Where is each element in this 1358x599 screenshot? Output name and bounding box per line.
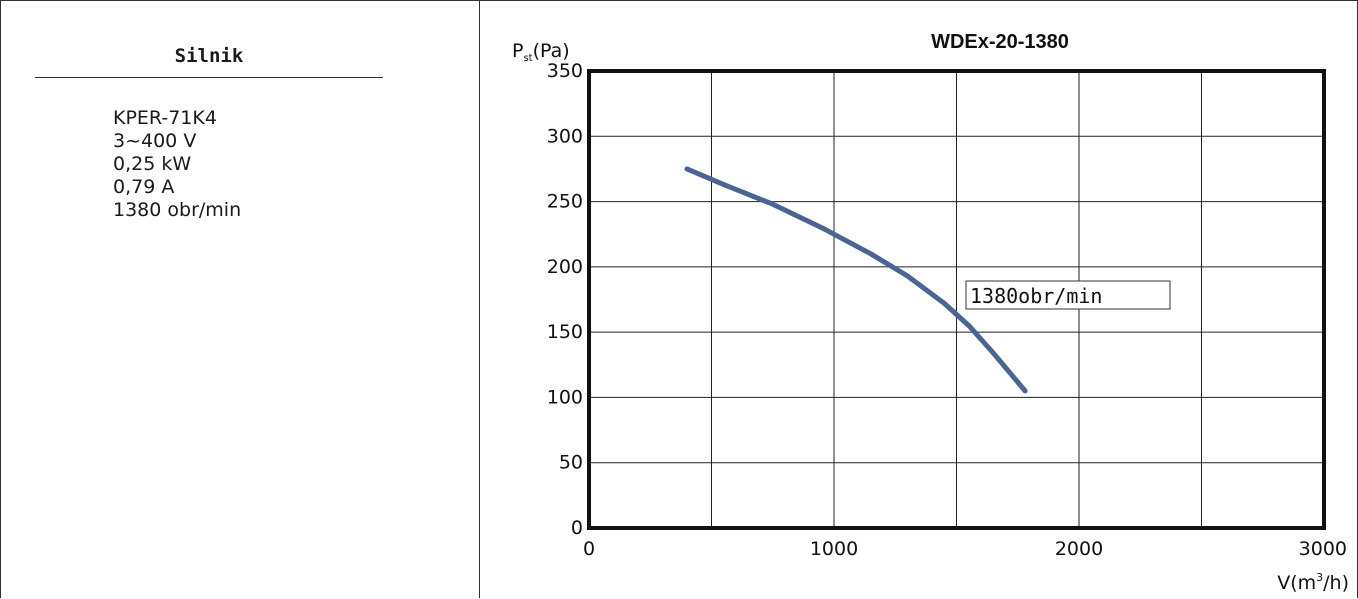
y-axis-label-sub: st <box>523 53 532 64</box>
motor-heading: Silnik <box>174 45 244 67</box>
series-label-frame <box>965 280 1171 310</box>
x-tick-label: 2000 <box>1055 538 1103 560</box>
chart-title: WDEx-20-1380 <box>931 31 1069 53</box>
y-tick-label: 200 <box>547 256 583 278</box>
motor-speed: 1380 obr/min <box>113 199 242 221</box>
motor-current: 0,79 A <box>113 176 175 198</box>
x-tick-labels: 0 1000 2000 3000 <box>583 538 1347 560</box>
x-axis-label-end: /h) <box>1323 572 1349 594</box>
y-axis-label-main: P <box>512 40 523 62</box>
y-tick-label: 50 <box>559 452 583 474</box>
series-label-box: 1380obr/min <box>965 280 1171 310</box>
fan-curve-chart: WDEx-20-1380 Pst(Pa) V(m3/h) 0 50 100 150 20… <box>512 31 1349 594</box>
y-tick-label: 100 <box>547 386 583 408</box>
chart-panel: WDEx-20-1380 Pst(Pa) V(m3/h) 0 50 100 150 20… <box>480 0 1358 598</box>
x-tick-label: 1000 <box>810 538 858 560</box>
motor-panel: Silnik KPER-71K4 3~400 V 0,25 kW 0,79 A … <box>0 0 480 598</box>
y-tick-labels: 0 50 100 150 200 250 300 350 <box>547 60 583 539</box>
y-tick-label: 350 <box>547 60 583 82</box>
motor-heading-rule <box>35 77 383 78</box>
y-tick-label: 250 <box>547 191 583 213</box>
grid <box>589 71 1324 528</box>
x-axis-label-sup: 3 <box>1316 571 1323 584</box>
series-label-text: 1380obr/min <box>970 284 1102 308</box>
x-tick-label: 0 <box>583 538 595 560</box>
y-axis-label: Pst(Pa) <box>512 40 570 64</box>
motor-specs: KPER-71K4 3~400 V 0,25 kW 0,79 A 1380 ob… <box>113 107 241 222</box>
y-tick-label: 300 <box>547 125 583 147</box>
x-axis-label: V(m3/h) <box>1277 571 1349 594</box>
motor-power: 0,25 kW <box>113 153 192 175</box>
y-tick-label: 0 <box>571 517 583 539</box>
motor-voltage: 3~400 V <box>113 130 197 152</box>
x-axis-label-main: V(m <box>1277 572 1316 594</box>
motor-model: KPER-71K4 <box>113 107 217 129</box>
y-tick-label: 150 <box>547 321 583 343</box>
plot-area-border <box>587 69 1326 530</box>
y-axis-label-unit: (Pa) <box>533 40 570 62</box>
x-tick-label: 3000 <box>1299 538 1347 560</box>
series-line-1380 <box>684 166 1028 394</box>
